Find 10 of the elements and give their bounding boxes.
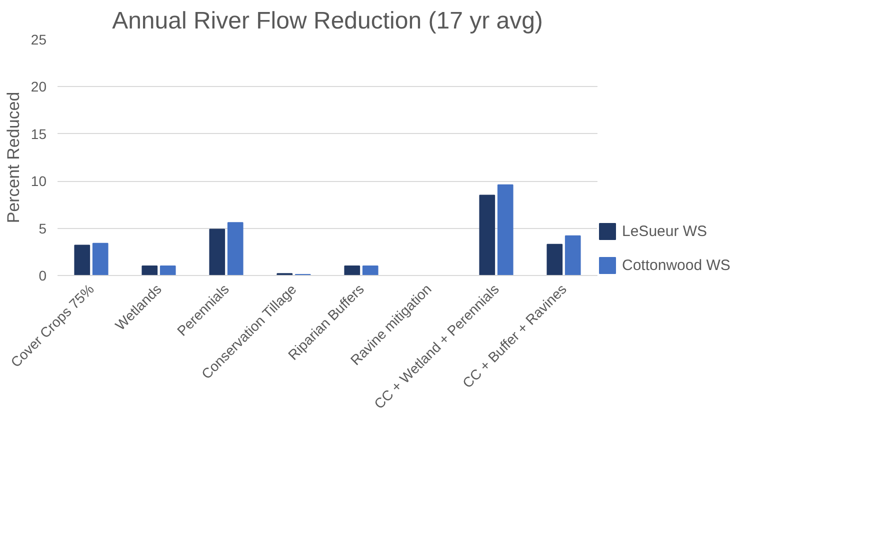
y-tick-label: 25 <box>30 32 47 48</box>
y-tick-label: 5 <box>38 220 47 236</box>
y-axis-title: Percent Reduced <box>4 92 23 224</box>
legend-label: Cottonwood WS <box>622 256 730 274</box>
chart-title: Annual River Flow Reduction (17 yr avg) <box>112 8 543 34</box>
y-tick-label: 15 <box>30 126 47 142</box>
legend-label: LeSueur WS <box>622 222 708 240</box>
y-tick-label: 10 <box>30 173 47 190</box>
y-tick-label: 0 <box>38 268 47 284</box>
y-tick-label: 20 <box>30 78 47 95</box>
